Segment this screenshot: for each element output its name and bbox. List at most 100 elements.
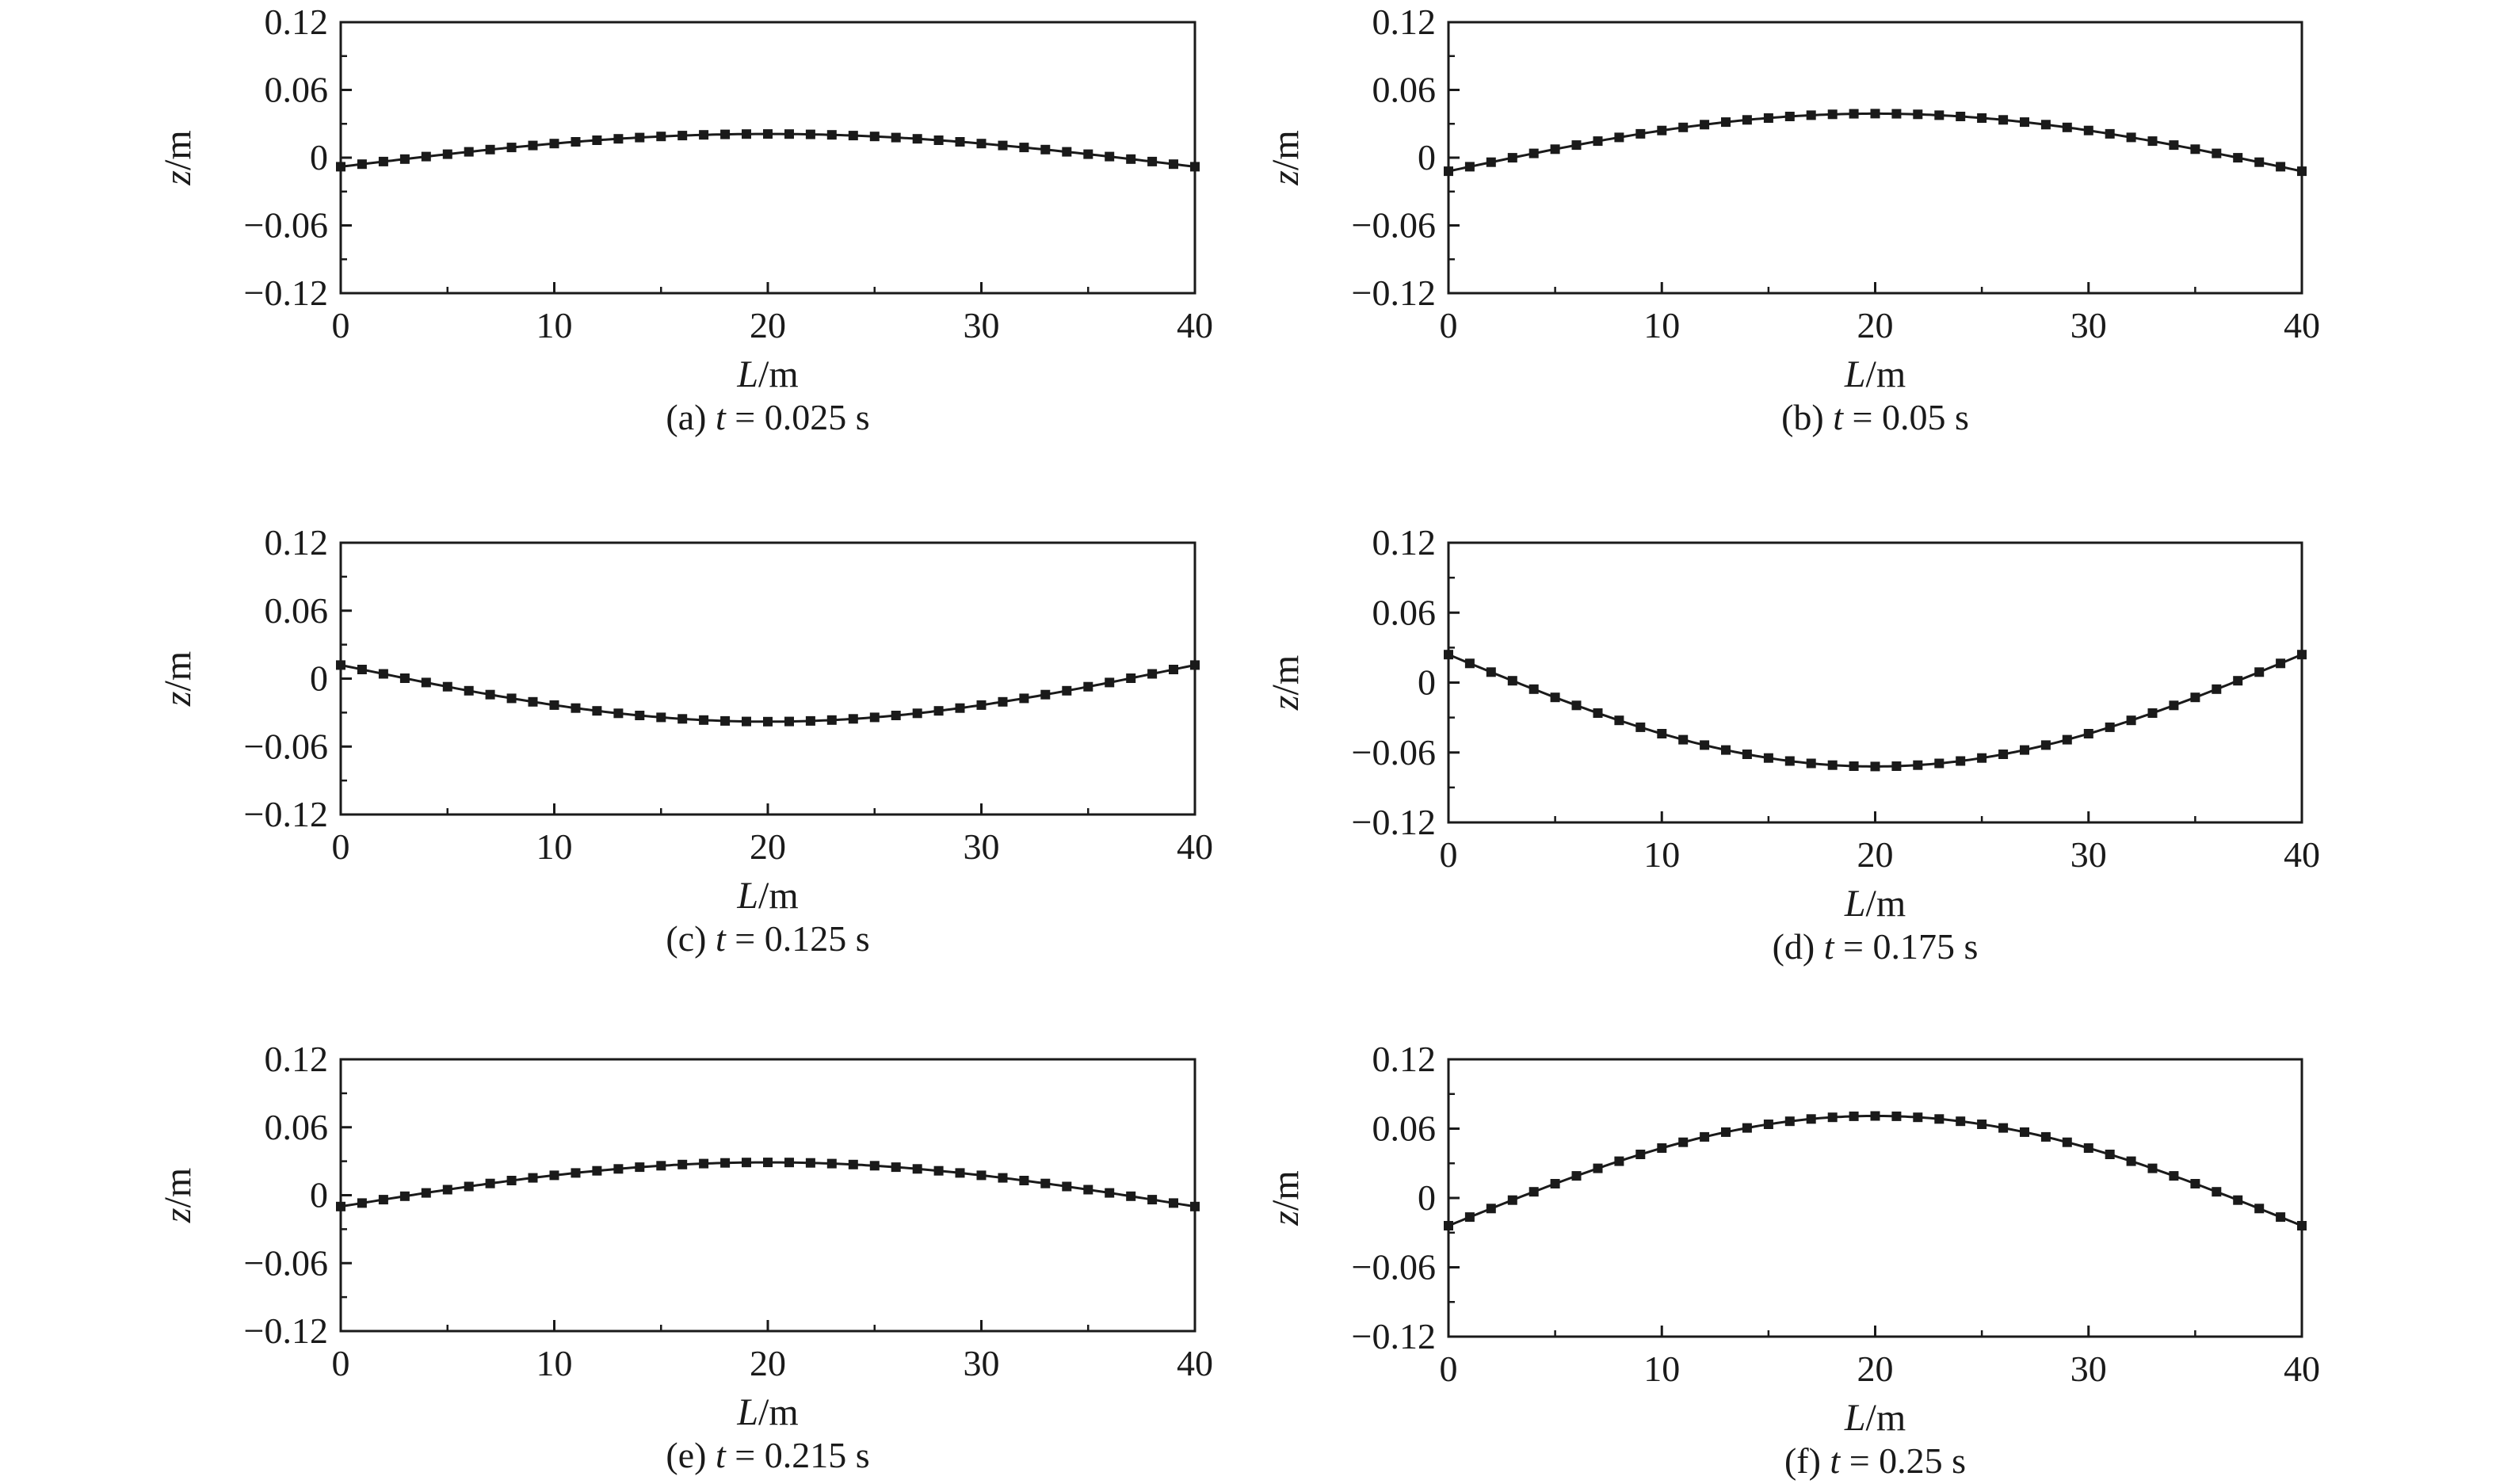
x-tick-label: 20 <box>750 1343 786 1383</box>
y-tick-label: 0.06 <box>265 70 329 110</box>
x-tick-label: 10 <box>1643 834 1680 875</box>
data-point-marker <box>635 132 645 143</box>
x-tick-label: 30 <box>964 305 1000 345</box>
data-point-marker <box>656 132 666 142</box>
data-point-marker <box>1700 740 1710 750</box>
data-point-marker <box>613 708 624 719</box>
x-tick-label: 30 <box>964 1343 1000 1383</box>
data-point-marker <box>912 708 922 719</box>
data-point-marker <box>763 716 773 727</box>
data-point-marker <box>1126 154 1136 164</box>
data-point-marker <box>2212 148 2222 158</box>
data-point-marker <box>528 140 538 151</box>
y-tick-label: 0.12 <box>265 522 329 563</box>
data-point-marker <box>1806 758 1816 769</box>
data-point-marker <box>1105 1188 1115 1198</box>
data-point-marker <box>2297 166 2307 177</box>
x-tick-label: 40 <box>1177 1343 1213 1383</box>
data-point-marker <box>1742 750 1752 759</box>
x-tick-label: 0 <box>332 1343 350 1383</box>
caption-rest: = 0.215 s <box>726 1435 870 1475</box>
data-point-marker <box>955 1168 965 1178</box>
data-point-marker <box>1444 650 1453 660</box>
data-point-marker <box>1126 1191 1136 1201</box>
data-point-marker <box>1105 677 1115 688</box>
data-point-marker <box>955 137 965 147</box>
data-point-marker <box>848 714 858 724</box>
data-point-marker <box>1657 125 1667 135</box>
data-point-marker <box>399 154 410 164</box>
data-point-marker <box>1169 1198 1178 1208</box>
data-point-marker <box>2105 722 2115 732</box>
data-point-marker <box>1444 1221 1453 1230</box>
data-point-marker <box>1827 1112 1838 1123</box>
y-tick-label: 0.12 <box>1372 1039 1437 1079</box>
data-point-marker <box>357 1198 367 1208</box>
data-point-marker <box>699 715 709 725</box>
data-point-marker <box>2276 1212 2286 1223</box>
y-tick-label: 0.12 <box>1372 522 1437 563</box>
data-point-marker <box>421 1188 431 1198</box>
x-tick-label: 40 <box>2284 1349 2320 1389</box>
data-point-marker <box>869 712 880 723</box>
data-point-marker <box>1870 761 1880 772</box>
data-point-marker <box>1464 162 1475 172</box>
data-point-marker <box>2105 128 2115 139</box>
data-point-marker <box>1913 1112 1923 1123</box>
x-tick-label: 0 <box>332 826 350 867</box>
y-axis-label-var: z <box>1265 1211 1307 1226</box>
y-axis-label: z/m <box>157 130 199 185</box>
data-point-marker <box>1147 1195 1158 1205</box>
y-axis-label: z/m <box>1265 130 1307 185</box>
caption-prefix: (b) <box>1781 397 1833 437</box>
x-tick-label: 30 <box>2070 1349 2107 1389</box>
x-axis-label-var: L <box>736 353 758 395</box>
x-tick-label: 10 <box>536 826 573 867</box>
data-point-marker <box>464 1181 474 1192</box>
data-point-marker <box>1507 153 1517 163</box>
data-point-marker <box>357 159 367 170</box>
data-point-marker <box>784 1158 794 1168</box>
data-point-marker <box>1977 753 1987 763</box>
data-point-marker <box>336 1201 345 1211</box>
data-point-marker <box>421 677 431 688</box>
data-point-marker <box>912 1164 922 1174</box>
x-axis-label: L/m <box>1844 353 1906 395</box>
data-point-marker <box>1827 760 1838 770</box>
data-point-marker <box>1849 761 1859 771</box>
data-point-marker <box>1956 756 1966 766</box>
data-point-marker <box>1700 120 1710 130</box>
x-axis-label-unit: /m <box>758 1391 799 1433</box>
data-point-marker <box>1635 722 1646 732</box>
data-point-marker <box>805 129 815 139</box>
caption-rest: = 0.125 s <box>726 918 870 959</box>
panel-caption: (a) t = 0.025 s <box>666 397 869 437</box>
caption-prefix: (d) <box>1773 926 1824 967</box>
data-point-marker <box>848 1159 858 1169</box>
y-tick-label: 0 <box>1418 662 1436 703</box>
plot-frame <box>1447 21 2303 295</box>
data-point-marker <box>378 669 388 679</box>
data-point-marker <box>699 130 709 140</box>
data-point-marker <box>2083 1143 2093 1153</box>
x-axis-label-var: L <box>1844 1397 1866 1439</box>
data-point-marker <box>1507 1195 1517 1205</box>
data-point-marker <box>1678 122 1689 132</box>
x-tick-label: 20 <box>1857 305 1894 345</box>
data-point-marker <box>1083 1185 1093 1195</box>
data-point-marker <box>1464 658 1475 669</box>
data-point-marker <box>1678 734 1689 745</box>
data-point-marker <box>2190 144 2200 155</box>
data-point-marker <box>1147 156 1158 166</box>
data-point-marker <box>378 1195 388 1205</box>
x-axis-label: L/m <box>736 875 798 917</box>
x-axis-label: L/m <box>1844 1397 1906 1439</box>
data-point-marker <box>1571 140 1582 151</box>
y-tick-label: −0.06 <box>1352 1247 1436 1288</box>
data-point-marker <box>2233 676 2243 686</box>
data-point-marker <box>1444 166 1453 177</box>
data-point-marker <box>1721 1127 1731 1137</box>
x-tick-label: 20 <box>1857 1349 1894 1389</box>
data-point-marker <box>1870 1111 1880 1121</box>
